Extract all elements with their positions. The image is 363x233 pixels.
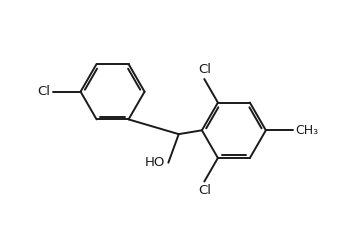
Text: Cl: Cl [198, 63, 211, 76]
Text: Cl: Cl [198, 184, 211, 197]
Text: Cl: Cl [38, 85, 51, 98]
Text: CH₃: CH₃ [295, 124, 318, 137]
Text: HO: HO [145, 156, 166, 169]
